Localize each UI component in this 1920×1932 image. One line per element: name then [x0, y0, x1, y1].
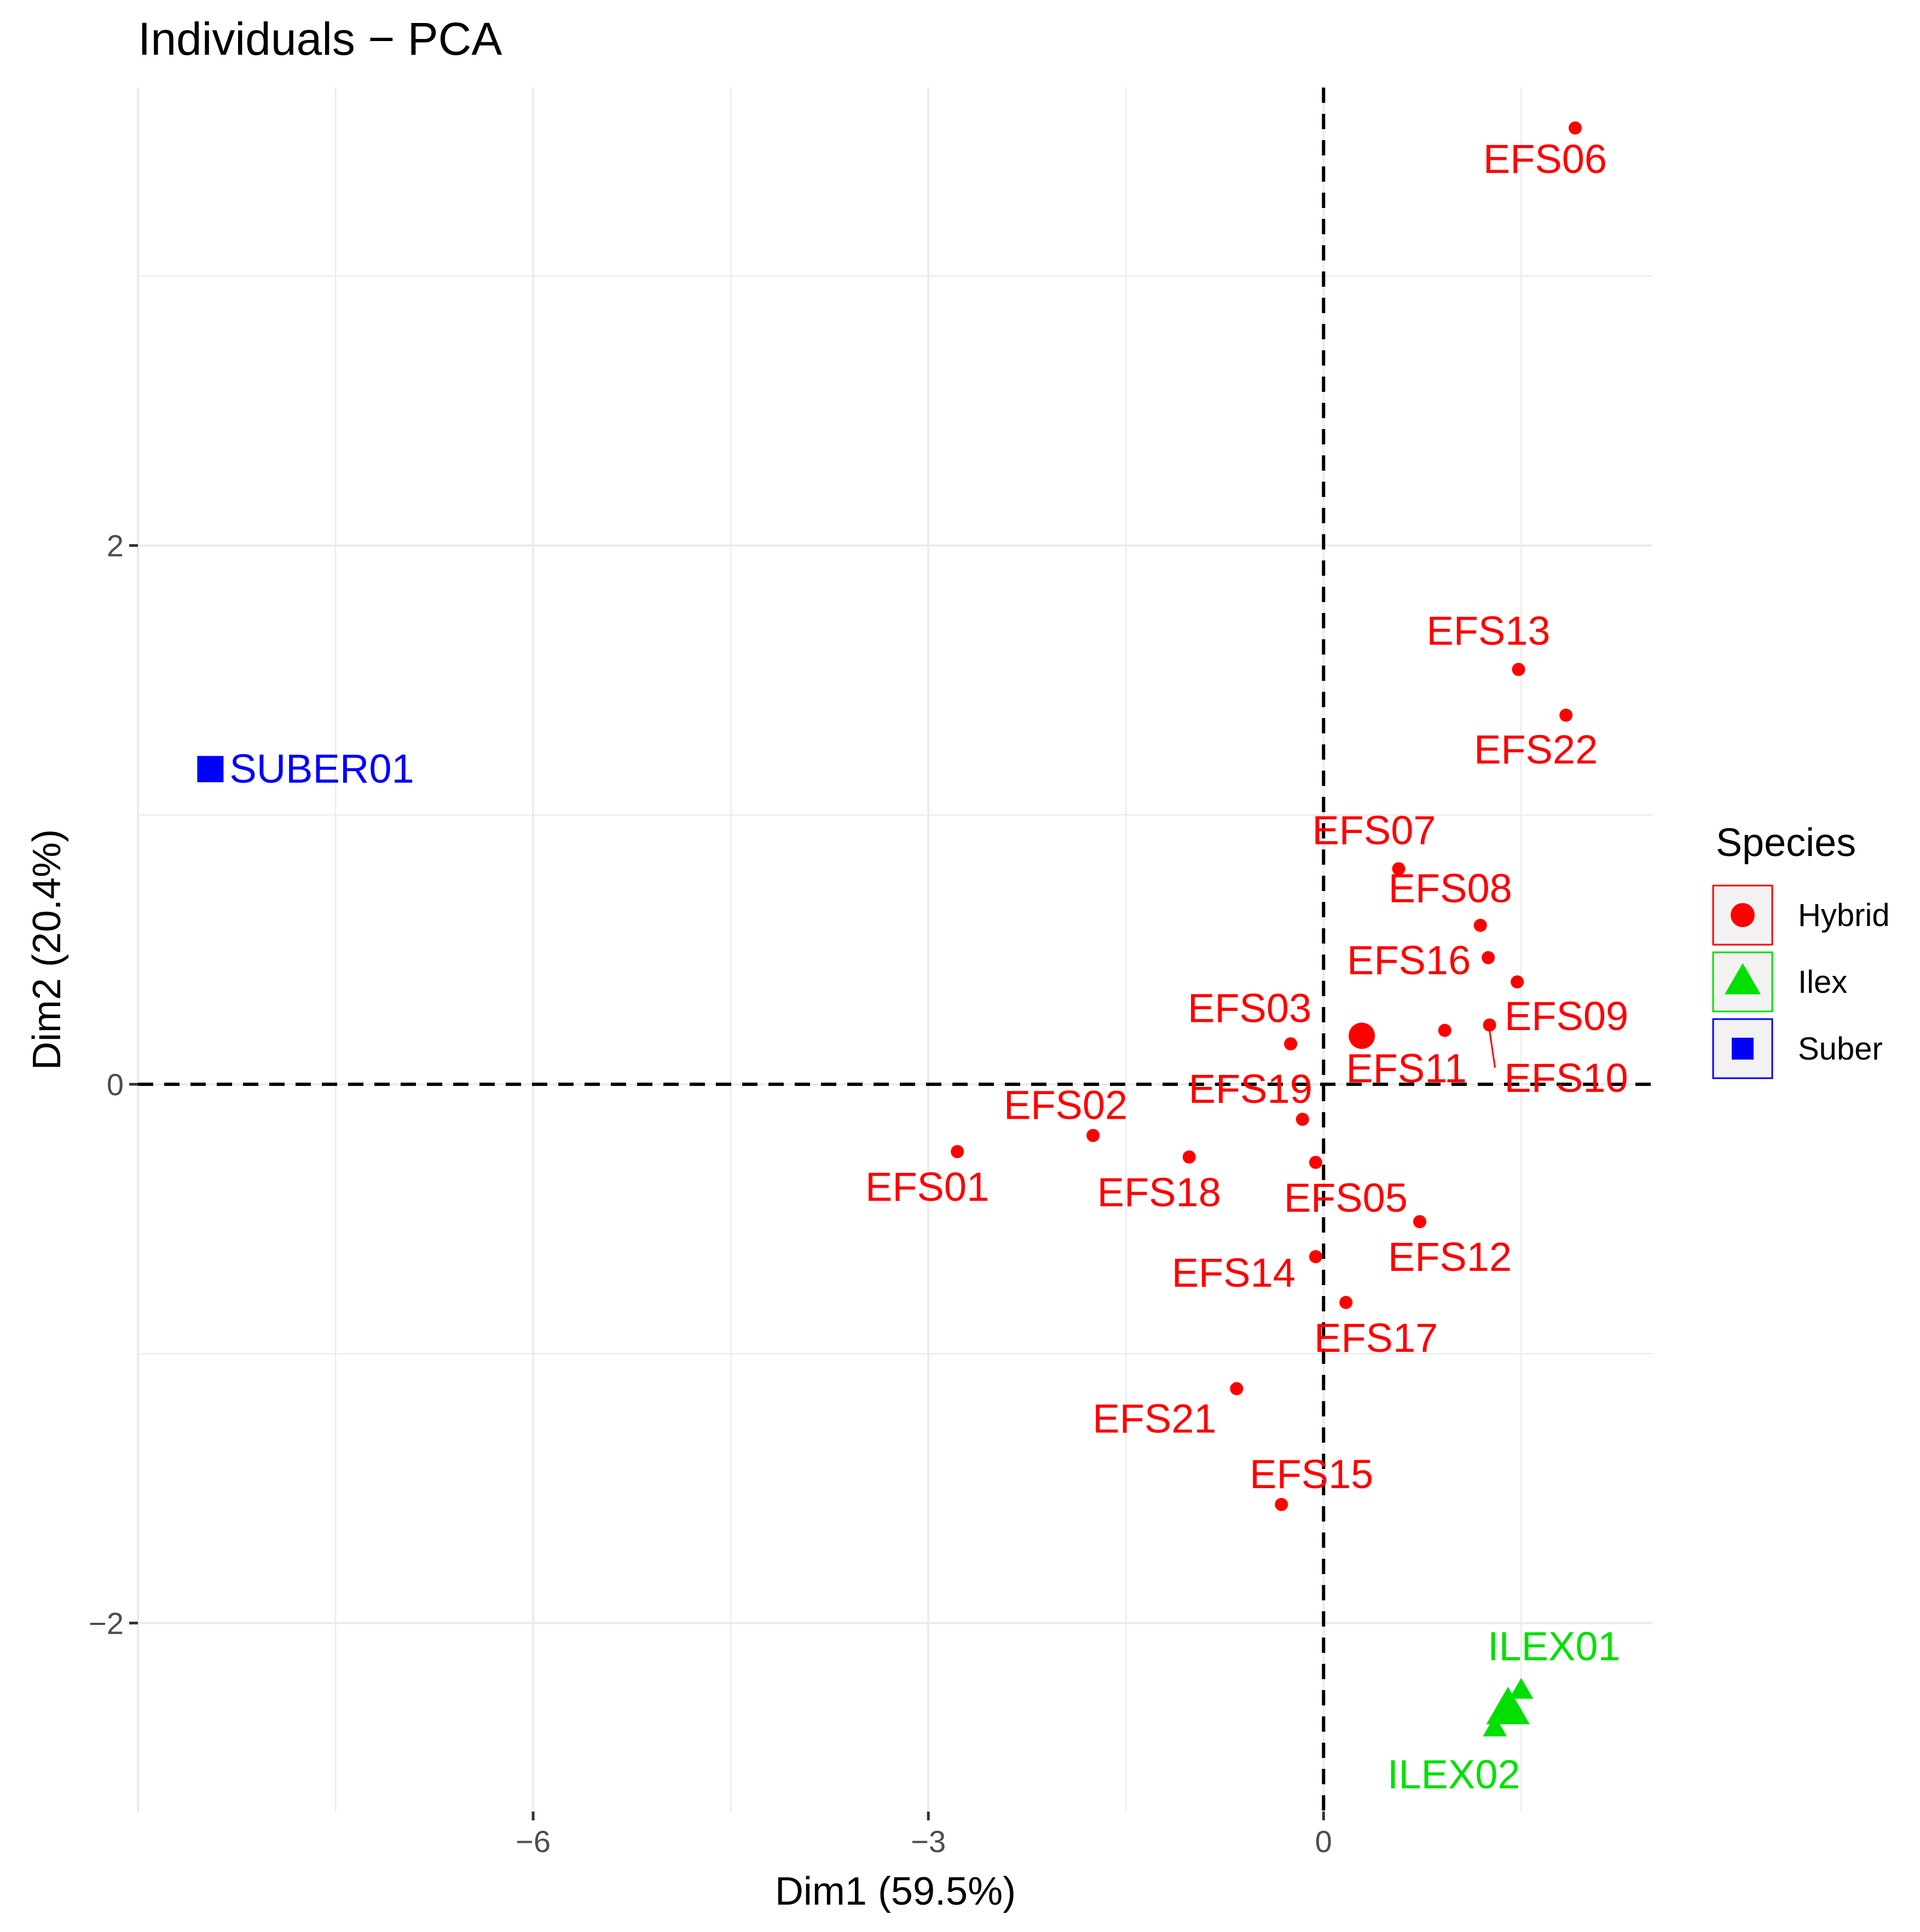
point-label-efs12: EFS12	[1388, 1234, 1512, 1280]
point-efs17	[1339, 1295, 1353, 1309]
point-efs22	[1559, 708, 1573, 722]
point-label-efs18: EFS18	[1097, 1170, 1221, 1215]
point-label-suber01: SUBER01	[229, 746, 414, 791]
point-efs09	[1511, 975, 1524, 989]
point-label-efs03: EFS03	[1188, 985, 1311, 1031]
x-tick-label: 0	[1315, 1824, 1332, 1859]
axes: −6 −3 0 −2 0 2	[89, 529, 1332, 1859]
legend-key-ilex	[1712, 951, 1773, 1013]
point-label-efs10: EFS10	[1504, 1055, 1628, 1101]
point-label-efs08: EFS08	[1389, 866, 1512, 911]
point-efs18	[1182, 1150, 1196, 1164]
point-suber01	[197, 756, 224, 783]
point-efs03	[1284, 1037, 1298, 1051]
point-label-efs21: EFS21	[1092, 1396, 1216, 1441]
point-label-efs07: EFS07	[1312, 807, 1436, 853]
series-hybrid: EFS06 EFS13 EFS22 EFS07 EFS08 EFS16 EFS09 EFS10…	[865, 121, 1628, 1511]
point-label-efs22: EFS22	[1474, 727, 1598, 772]
point-efs15	[1275, 1497, 1288, 1511]
point-efs02	[1086, 1129, 1100, 1142]
y-tick-label: 0	[107, 1067, 124, 1102]
point-efs06	[1568, 121, 1582, 135]
x-tick-label: −3	[911, 1824, 946, 1859]
legend-marker-hybrid	[1731, 903, 1755, 927]
point-label-efs16: EFS16	[1347, 938, 1471, 983]
legend-title: Species	[1716, 821, 1856, 865]
point-efs13	[1512, 663, 1525, 676]
point-label-ilex02: ILEX02	[1387, 1751, 1520, 1797]
chart-title: Individuals − PCA	[138, 13, 502, 65]
point-efs21	[1230, 1382, 1244, 1396]
legend-label-ilex: Ilex	[1798, 964, 1847, 1000]
point-label-efs13: EFS13	[1426, 608, 1550, 653]
point-ilex02	[1483, 1715, 1507, 1737]
series-suber: SUBER01	[197, 746, 414, 791]
point-efs08	[1473, 918, 1487, 932]
point-efs05	[1309, 1155, 1322, 1169]
series-ilex: ILEX01 ILEX02	[1387, 1624, 1621, 1797]
point-ilex01	[1509, 1678, 1534, 1699]
reference-lines	[138, 88, 1653, 1812]
point-efs16	[1482, 951, 1495, 964]
x-axis-title: Dim1 (59.5%)	[775, 1870, 1016, 1913]
legend: Species Hybrid Ilex Suber	[1712, 821, 1890, 1079]
point-label-efs05: EFS05	[1284, 1175, 1408, 1220]
x-tick-label: −6	[516, 1824, 551, 1859]
point-efs12	[1413, 1215, 1426, 1229]
point-label-efs17: EFS17	[1314, 1315, 1438, 1361]
point-efs19	[1296, 1113, 1309, 1126]
legend-marker-suber	[1732, 1038, 1754, 1060]
point-label-efs02: EFS02	[1004, 1083, 1127, 1128]
point-label-efs14: EFS14	[1172, 1250, 1296, 1295]
legend-marker-ilex	[1725, 963, 1761, 994]
legend-label-hybrid: Hybrid	[1798, 898, 1890, 933]
grid-lines	[137, 88, 1653, 1812]
y-tick-label: 2	[107, 529, 124, 563]
point-label-efs11: EFS11	[1346, 1046, 1467, 1091]
legend-label-suber: Suber	[1798, 1031, 1883, 1067]
centroid-ilex	[1486, 1686, 1530, 1725]
point-efs01	[951, 1145, 964, 1159]
point-efs10	[1483, 1018, 1496, 1032]
y-tick-label: −2	[89, 1606, 124, 1640]
label-connector	[1489, 1030, 1496, 1068]
y-axis-title: Dim2 (20.4%)	[25, 829, 69, 1070]
point-label-efs06: EFS06	[1483, 136, 1607, 182]
point-efs07	[1392, 862, 1406, 876]
point-efs14	[1309, 1250, 1322, 1264]
point-label-efs09: EFS09	[1505, 993, 1628, 1039]
point-label-efs01: EFS01	[865, 1164, 989, 1210]
point-label-efs19: EFS19	[1189, 1066, 1312, 1112]
data-points: EFS06 EFS13 EFS22 EFS07 EFS08 EFS16 EFS09 EFS10…	[197, 121, 1628, 1797]
point-efs11	[1438, 1023, 1451, 1037]
point-label-efs15: EFS15	[1250, 1451, 1373, 1497]
centroid-hybrid	[1349, 1022, 1375, 1049]
point-label-ilex01: ILEX01	[1488, 1624, 1621, 1669]
